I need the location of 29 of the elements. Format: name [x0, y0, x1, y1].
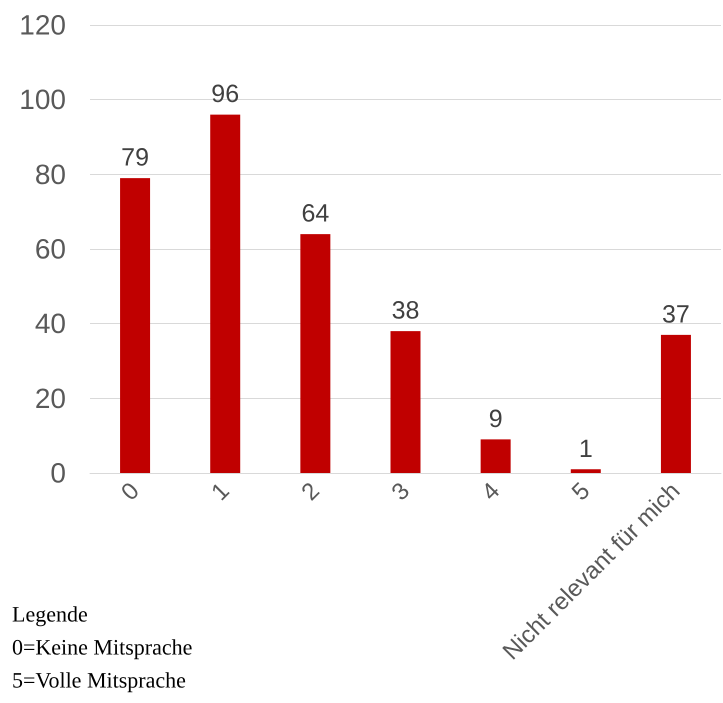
bar	[390, 331, 420, 473]
x-tick-label: 5	[566, 477, 596, 506]
data-label: 37	[662, 300, 690, 328]
bar	[120, 178, 150, 473]
bar	[480, 439, 511, 473]
x-tick-label: 3	[386, 477, 416, 506]
data-label: 9	[488, 404, 503, 433]
x-tick-label: 0	[116, 477, 145, 506]
y-tick-label: 80	[34, 158, 66, 190]
x-tick-label: 4	[476, 477, 506, 506]
bar	[210, 114, 240, 473]
y-tick-label: 100	[19, 84, 66, 116]
bar	[660, 334, 691, 473]
x-tick-label: 1	[206, 477, 235, 506]
text: 0=Keine Mitsprache	[12, 634, 192, 660]
x-tick-label: 2	[296, 477, 325, 506]
data-label: 64	[301, 200, 330, 228]
y-tick-label: 120	[19, 10, 66, 40]
text: Legende	[12, 602, 88, 626]
data-label: 79	[121, 144, 149, 172]
y-tick-label: 60	[34, 234, 66, 264]
y-tick-label: 40	[34, 308, 66, 340]
data-label: 38	[392, 296, 420, 325]
data-label: 96	[211, 80, 240, 108]
data-label: 1	[578, 434, 593, 463]
y-tick-label: 20	[34, 382, 66, 414]
text: 5=Volle Mitsprache	[12, 668, 186, 692]
bar	[300, 234, 330, 473]
bar	[570, 469, 601, 473]
